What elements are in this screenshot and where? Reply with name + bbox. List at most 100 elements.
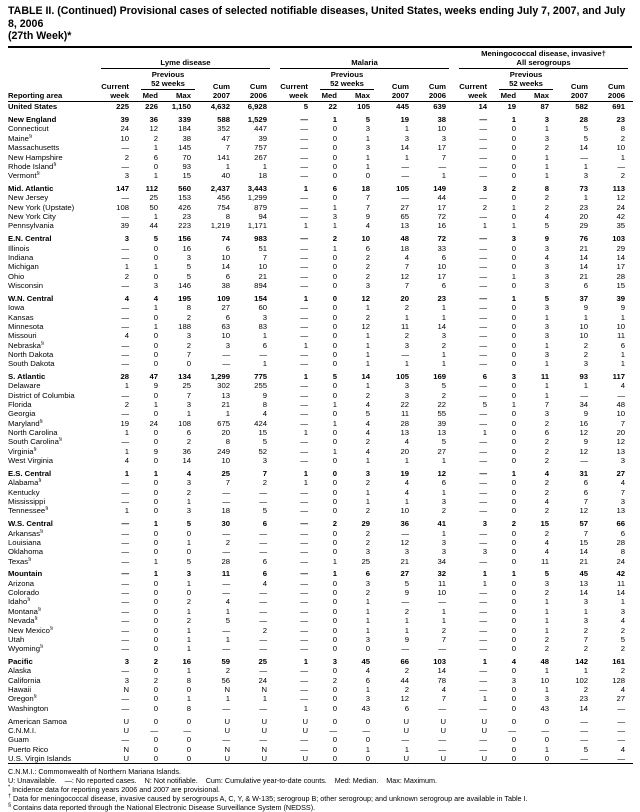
value-cell: 29 <box>579 221 589 231</box>
value-cell: 2 <box>544 588 550 598</box>
page-title: TABLE II. (Continued) Provisional cases … <box>8 5 632 43</box>
value-cell: U <box>440 716 447 726</box>
table-row: Alaska — 0 1 2 — — 0 4 2 14 — 0 1 1 2 <box>8 666 633 675</box>
value-cell: 15 <box>182 171 191 181</box>
value-cell: 6 <box>262 556 267 566</box>
value-cell: 3 <box>186 252 191 262</box>
value-cell: 1,299 <box>210 372 230 382</box>
value-cell: 894 <box>254 280 267 290</box>
value-cell: 0 <box>544 753 550 763</box>
value-cell: — <box>300 625 308 635</box>
reporting-area-cell: Pacific <box>8 657 33 667</box>
value-cell: 1 <box>511 469 517 478</box>
value-cell: 0 <box>332 293 337 303</box>
value-cell: 0 <box>153 694 158 704</box>
value-cell: — <box>259 349 267 359</box>
value-cell: 2 <box>544 644 550 654</box>
value-cell: — <box>300 124 308 134</box>
value-cell: 18 <box>361 184 370 194</box>
value-cell: 0 <box>186 744 191 754</box>
footnote-line: * Incidence data for reporting years 200… <box>8 784 220 794</box>
value-cell: 4 <box>544 497 550 507</box>
value-cell: 154 <box>254 293 267 303</box>
value-cell: 3 <box>186 478 191 488</box>
table-row: West Virginia 4 0 14 10 3 — 0 1 1 1 — 0 2 — 3 <box>8 456 633 465</box>
value-cell: 2 <box>620 171 626 181</box>
value-cell: 8 <box>225 212 230 222</box>
value-cell: 60 <box>258 303 267 313</box>
value-cell: — <box>479 124 488 134</box>
value-cell: 0 <box>332 161 337 171</box>
value-cell: 1 <box>441 616 447 626</box>
footnote-marker: § <box>40 528 44 534</box>
value-cell: 2 <box>511 184 517 194</box>
footnote-marker: § <box>53 161 57 168</box>
value-cell: 3 <box>482 184 488 194</box>
value-cell: 8 <box>186 675 191 685</box>
value-cell: — <box>300 152 308 162</box>
col-header-previous-52-weeks: Previous 52 weeks <box>316 69 378 91</box>
footnote-line: † Data for meningococcal disease, invasi… <box>8 793 528 804</box>
value-cell: 1 <box>153 262 158 272</box>
value-cell: 43 <box>361 703 370 713</box>
value-cell: 1 <box>262 161 267 171</box>
value-cell: 12 <box>361 293 370 303</box>
value-cell: 10 <box>400 506 409 516</box>
value-cell: 2 <box>544 437 550 447</box>
footnote-marker: § <box>33 694 37 700</box>
value-cell: 1 <box>404 744 409 754</box>
value-cell: 66 <box>400 657 409 667</box>
value-cell: — <box>479 528 488 538</box>
value-cell: — <box>479 437 488 447</box>
value-cell: 0 <box>511 193 517 203</box>
value-cell: 48 <box>616 400 626 410</box>
value-cell: — <box>222 588 230 598</box>
value-cell: — <box>300 303 308 313</box>
table-row: Texas§ — 1 5 28 6 — 1 25 21 34 — 0 11 21 24 <box>8 557 633 566</box>
value-cell: 7 <box>225 143 230 153</box>
value-cell: — <box>222 547 230 557</box>
value-cell: — <box>401 735 409 745</box>
reporting-area-cell: Arizona <box>8 578 35 588</box>
value-cell: 1 <box>511 400 517 410</box>
value-cell: 1 <box>441 456 447 466</box>
value-cell: 1 <box>511 115 517 125</box>
value-cell: 4 <box>124 331 129 341</box>
value-cell: 0 <box>511 606 517 616</box>
value-cell: 3 <box>186 331 191 341</box>
value-cell: 3 <box>544 243 550 253</box>
value-cell: 27 <box>616 469 626 478</box>
value-cell: 1 <box>365 685 370 695</box>
table-row: Wisconsin — 3 146 38 894 — 0 3 7 6 — 0 3 6 15 <box>8 281 633 290</box>
value-cell: 0 <box>332 497 337 507</box>
value-cell: — <box>479 280 488 290</box>
value-cell: 7 <box>262 469 267 478</box>
value-cell: 249 <box>217 446 230 456</box>
value-cell: 14 <box>579 143 589 153</box>
value-cell: 32 <box>437 569 447 579</box>
value-cell: U <box>440 725 447 735</box>
value-cell: — <box>300 437 308 447</box>
value-cell: — <box>617 725 626 735</box>
value-cell: — <box>222 487 230 497</box>
value-cell: — <box>479 634 488 644</box>
value-cell: 0 <box>332 428 337 438</box>
value-cell: 2 <box>620 133 626 143</box>
table-body: United States 225 226 1,150 4,632 6,928 5 22 105… <box>8 102 633 764</box>
value-cell: — <box>401 161 409 171</box>
value-cell: 1,150 <box>171 102 191 112</box>
value-cell: 41 <box>437 519 447 529</box>
value-cell: 879 <box>254 202 267 212</box>
reporting-area-cell: Guam <box>8 735 29 745</box>
value-cell: 3 <box>544 271 550 281</box>
value-cell: — <box>222 349 230 359</box>
value-cell: 0 <box>153 634 158 644</box>
value-cell: — <box>300 262 308 272</box>
value-cell: 9 <box>583 409 589 419</box>
value-cell: 13 <box>400 221 409 231</box>
value-cell: — <box>222 703 230 713</box>
value-cell: — <box>479 506 488 516</box>
value-cell: 0 <box>153 359 158 369</box>
value-cell: 1,529 <box>247 115 267 125</box>
value-cell: 0 <box>153 271 158 281</box>
